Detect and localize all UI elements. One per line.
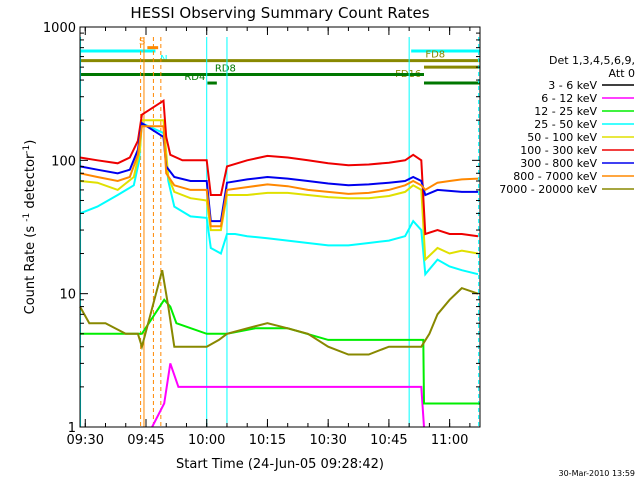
- series-line: [79, 125, 479, 228]
- legend-label: 7000 - 20000 keV: [499, 183, 597, 196]
- x-ticks: 09:30 09:45 10:00 10:15 10:30 10:45 11:00: [67, 27, 471, 448]
- x-tick-label: 10:15: [249, 433, 286, 448]
- x-tick-label: 10:00: [188, 433, 225, 448]
- legend-label: 12 - 25 keV: [534, 105, 597, 118]
- x-tick-label: 09:30: [67, 433, 104, 448]
- x-tick-label: 09:45: [127, 433, 164, 448]
- y-label-end: ): [23, 140, 38, 145]
- series-line: [151, 363, 425, 428]
- y-label-sup: -1: [22, 213, 32, 222]
- legend-header: Det 1,3,4,5,6,9,: [549, 54, 635, 67]
- flag-bar-label: FD8: [425, 50, 445, 61]
- chart-title: HESSI Observing Summary Count Rates: [130, 4, 429, 22]
- x-tick-label: 10:30: [309, 433, 346, 448]
- y-ticks: 1 10 100 1000: [43, 21, 480, 436]
- series-lines: [79, 98, 480, 428]
- flag-bar-label: RD4: [184, 72, 205, 83]
- legend-header: Att 0: [609, 67, 635, 80]
- legend-label: 6 - 12 keV: [541, 92, 597, 105]
- flag-bar-label: RD8: [215, 64, 236, 75]
- legend-label: 50 - 100 keV: [527, 131, 597, 144]
- y-axis-label: Count Rate (s -1 detector-1): [22, 140, 38, 315]
- plot-axes: [79, 26, 481, 428]
- legend-label: 100 - 300 keV: [520, 144, 597, 157]
- y-axis-label-text: Count Rate (s: [23, 226, 38, 315]
- x-tick-label: 11:00: [431, 433, 468, 448]
- x-tick-label: 10:45: [370, 433, 407, 448]
- y-tick-label: 10: [59, 288, 76, 303]
- series-line: [79, 98, 479, 238]
- series-line: [79, 269, 479, 356]
- plot-frame: [79, 26, 481, 428]
- y-tick-label: 1: [68, 421, 76, 436]
- flag-bar-label: S: [139, 37, 145, 48]
- legend-label: 300 - 800 keV: [520, 157, 597, 170]
- y-tick-label: 100: [51, 154, 76, 169]
- y-label-mid: detector: [23, 153, 38, 213]
- legend-label: 3 - 6 keV: [548, 79, 597, 92]
- y-label-sup: -1: [22, 145, 32, 154]
- x-axis-label: Start Time (24-Jun-05 09:28:42): [176, 457, 384, 472]
- y-tick-label: 1000: [43, 21, 76, 36]
- legend-label: 25 - 50 keV: [534, 118, 597, 131]
- footer-date: 30-Mar-2010 13:59: [559, 469, 636, 478]
- legend-label: 800 - 7000 keV: [513, 170, 597, 183]
